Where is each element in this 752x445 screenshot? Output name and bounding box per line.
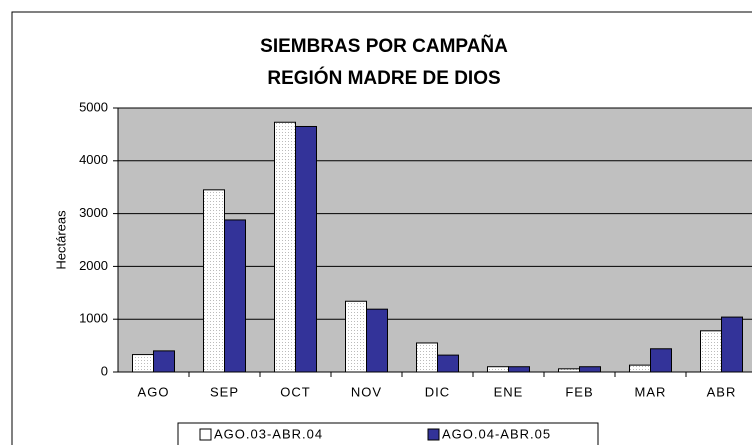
bar — [416, 342, 438, 373]
bar — [508, 366, 530, 373]
bar — [132, 354, 154, 373]
bar — [437, 354, 459, 373]
y-tick-label: 1000 — [79, 311, 108, 326]
bar — [700, 330, 722, 373]
x-tick-label: SEP — [210, 384, 239, 399]
bar — [203, 189, 225, 373]
y-tick-label: 4000 — [79, 152, 108, 167]
y-tick-label: 2000 — [79, 258, 108, 273]
x-tick-label: DIC — [425, 384, 450, 399]
bar — [274, 121, 296, 373]
x-tick-label: MAR — [635, 384, 667, 399]
y-axis-label: Hectáreas — [53, 210, 68, 270]
x-tick-label: ABR — [707, 384, 737, 399]
bar — [579, 366, 601, 373]
x-tick-label: NOV — [351, 384, 382, 399]
chart-subtitle: REGIÓN MADRE DE DIOS — [267, 67, 500, 89]
bar — [487, 366, 509, 373]
chart-title: SIEMBRAS POR CAMPAÑA — [260, 35, 508, 57]
x-tick-label: OCT — [280, 384, 310, 399]
x-tick-label: ENE — [494, 384, 524, 399]
y-tick-label: 0 — [101, 363, 108, 378]
bar — [224, 219, 246, 373]
legend-label: AGO.04-ABR.05 — [442, 426, 551, 441]
legend-label: AGO.03-ABR.04 — [214, 426, 323, 441]
y-tick-label: 3000 — [79, 205, 108, 220]
x-tick-label: AGO — [138, 384, 170, 399]
bar — [650, 348, 672, 373]
bar — [295, 125, 317, 373]
bar — [721, 316, 743, 373]
y-tick-label: 5000 — [79, 99, 108, 114]
legend-swatch — [199, 428, 212, 441]
bar — [366, 308, 388, 373]
bar — [345, 300, 367, 373]
bar — [153, 350, 175, 373]
legend-box — [177, 422, 599, 445]
bar — [629, 364, 651, 373]
legend-swatch — [427, 428, 440, 441]
x-tick-label: FEB — [565, 384, 593, 399]
